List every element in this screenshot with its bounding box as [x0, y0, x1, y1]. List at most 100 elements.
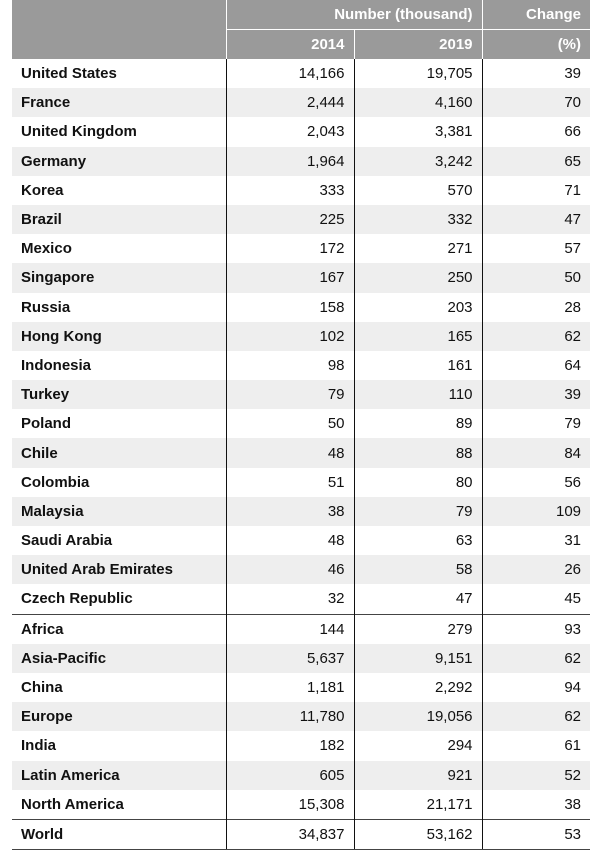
table-row: Latin America 605 921 52	[12, 760, 591, 790]
table-row: Indonesia 98 161 64	[12, 350, 590, 381]
row-2019-cell: 332	[354, 204, 483, 235]
row-2014-cell: 333	[226, 175, 355, 205]
table-row: Africa 144 279 93	[12, 613, 591, 644]
header-row-years: 2014 2019 (%)	[12, 29, 591, 59]
table-row: Chile 48 88 84	[12, 438, 591, 468]
table-row: Europe 11,780 19,056 62	[12, 702, 591, 732]
row-2019-cell: 19,056	[354, 702, 483, 732]
row-2014-cell: 2,043	[226, 117, 355, 147]
row-name-cell: World	[12, 818, 227, 850]
row-2014-cell: 1,964	[226, 146, 355, 176]
row-change-cell: 38	[564, 795, 582, 813]
table-row: World 34,837 53,162 53	[12, 818, 591, 850]
row-2019-cell: 2,292	[354, 672, 483, 703]
row-2019-cell: 9,151	[354, 643, 483, 673]
row-name-cell: United Arab Emirates	[12, 555, 227, 585]
row-change-cell: 28	[564, 298, 582, 316]
row-change-cell: 64	[564, 356, 582, 374]
row-2014-cell: 1,181	[226, 672, 355, 703]
row-2019-cell: 53,162	[354, 818, 483, 850]
row-2019-cell: 250	[354, 263, 483, 293]
row-2019-cell: 110	[354, 380, 483, 410]
row-change-cell: 39	[482, 380, 591, 410]
row-change-cell: 93	[482, 613, 591, 644]
row-2014-cell: 605	[226, 760, 355, 790]
row-change-cell: 65	[482, 146, 591, 176]
table-row: United States 14,166 19,705 39	[12, 59, 590, 89]
header-year-2014: 2014	[226, 29, 355, 59]
row-change-cell: 62	[482, 321, 591, 351]
row-2014-cell: 15,308	[226, 789, 355, 820]
header-change-unit: (%)	[482, 29, 591, 59]
table-row: Saudi Arabia 48 63 31	[12, 526, 590, 556]
row-name-cell: Brazil	[12, 204, 227, 235]
table-row: Poland 50 89 79	[12, 409, 590, 439]
table-row: United Arab Emirates 46 58 26	[12, 555, 591, 585]
row-name-cell: Europe	[12, 702, 227, 732]
row-name-cell: India	[12, 731, 227, 761]
row-name-cell: Mexico	[12, 234, 227, 264]
table-row: Singapore 167 250 50	[12, 263, 591, 293]
table-row: Malaysia 38 79 109	[12, 496, 591, 526]
row-name-cell: United Kingdom	[12, 117, 227, 147]
row-name-cell: Malaysia	[12, 496, 227, 526]
row-2019-cell: 88	[354, 438, 483, 468]
row-2014-cell: 167	[226, 263, 355, 293]
row-2019-cell: 279	[354, 613, 483, 644]
row-change-cell: 31	[564, 532, 582, 550]
row-2019-cell: 203	[354, 292, 483, 322]
row-name-cell: China	[12, 672, 227, 703]
row-name-cell: Colombia	[12, 467, 227, 497]
table-row: Mexico 172 271 57	[12, 234, 590, 264]
row-change-cell: 62	[482, 702, 591, 732]
row-2014-cell: 11,780	[226, 702, 355, 732]
row-change-cell: 61	[564, 737, 582, 755]
row-2019-cell: 3,242	[354, 146, 483, 176]
row-2019-cell: 79	[354, 496, 483, 526]
row-2014-cell: 46	[226, 555, 355, 585]
row-2014-cell: 102	[226, 321, 355, 351]
row-2014-cell: 182	[226, 731, 355, 761]
row-2019-cell: 19,705	[354, 59, 483, 89]
row-name-cell: Germany	[12, 146, 227, 176]
row-2014-cell: 50	[226, 409, 355, 439]
row-2019-cell: 89	[354, 409, 483, 439]
row-2019-cell: 3,381	[354, 117, 483, 147]
row-change-cell: 66	[564, 123, 582, 141]
data-table: Number (thousand) Change 2014 2019 (%) U…	[12, 0, 591, 850]
row-name-cell: Chile	[12, 438, 227, 468]
table-row: Colombia 51 80 56	[12, 467, 590, 497]
table-body: United States 14,166 19,705 39 France 2,444 4,…	[12, 59, 591, 850]
row-change-cell: 71	[564, 181, 582, 199]
row-2014-cell: 48	[226, 526, 355, 556]
header-blank-cell	[12, 0, 227, 59]
row-name-cell: Latin America	[12, 760, 227, 790]
row-2014-cell: 79	[226, 380, 355, 410]
row-2019-cell: 58	[354, 555, 483, 585]
row-change-cell: 57	[564, 240, 582, 258]
row-2019-cell: 294	[354, 731, 483, 761]
row-2014-cell: 38	[226, 496, 355, 526]
table-row: Korea 333 570 71	[12, 175, 590, 205]
row-name-cell: North America	[12, 789, 227, 820]
table-row: Asia-Pacific 5,637 9,151 62	[12, 643, 591, 673]
row-2014-cell: 32	[226, 584, 355, 615]
row-2019-cell: 21,171	[354, 789, 483, 820]
table-row: Russia 158 203 28	[12, 292, 590, 322]
row-2014-cell: 2,444	[226, 88, 355, 118]
row-name-cell: Saudi Arabia	[12, 526, 227, 556]
table-row: United Kingdom 2,043 3,381 66	[12, 117, 590, 147]
row-name-cell: Turkey	[12, 380, 227, 410]
row-change-cell: 56	[564, 473, 582, 491]
table-row: Brazil 225 332 47	[12, 204, 591, 235]
row-2014-cell: 14,166	[226, 59, 355, 89]
table-row: Hong Kong 102 165 62	[12, 321, 591, 351]
row-2014-cell: 172	[226, 234, 355, 264]
row-2019-cell: 271	[354, 234, 483, 264]
header-change-label: Change	[482, 0, 591, 30]
table-row: China 1,181 2,292 94	[12, 672, 590, 703]
row-name-cell: United States	[12, 59, 227, 89]
row-change-cell: 84	[482, 438, 591, 468]
row-2014-cell: 34,837	[226, 818, 355, 850]
row-change-cell: 70	[482, 88, 591, 118]
